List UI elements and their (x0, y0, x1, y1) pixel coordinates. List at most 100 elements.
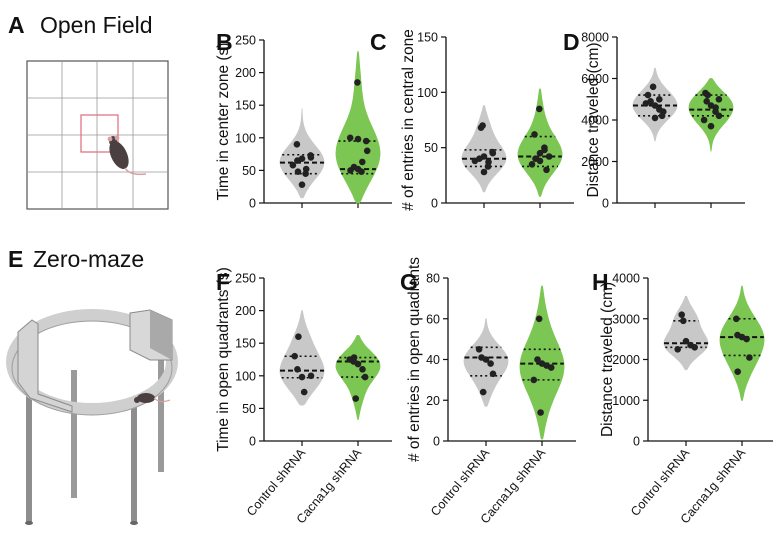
panel-letter-f: F (216, 269, 230, 295)
data-point (704, 91, 711, 99)
panel-letter-b: B (216, 29, 233, 55)
data-point (700, 116, 708, 124)
data-point (480, 168, 488, 176)
data-point (528, 161, 536, 168)
y-tick-label: 1000 (612, 394, 640, 408)
data-point (298, 181, 306, 188)
chart-panel-g: G# of entries in open quadrants 0 20 40 60 80… (400, 257, 576, 526)
data-point (298, 373, 306, 381)
data-point (354, 360, 362, 368)
data-point (354, 79, 361, 86)
data-point (352, 395, 360, 402)
y-tick-label: 4000 (581, 114, 609, 128)
y-tick-label: 4000 (612, 272, 640, 286)
category-label: Control shRNA (244, 445, 309, 518)
data-point (359, 158, 366, 166)
data-point (535, 315, 543, 323)
y-tick-label: 0 (602, 197, 609, 211)
y-axis-label: # of entries in open quadrants (406, 257, 423, 462)
data-point (541, 146, 548, 154)
y-tick-label: 150 (417, 31, 438, 45)
violin-series-1 (663, 295, 709, 371)
data-point (294, 168, 302, 175)
data-point (536, 105, 543, 113)
data-point (712, 108, 719, 115)
panel-letter-e: E (8, 246, 24, 272)
data-point (680, 317, 687, 325)
y-tick-label: 200 (235, 304, 256, 318)
data-point (350, 354, 358, 361)
y-tick-label: 20 (426, 394, 440, 408)
violin-series-2 (335, 51, 381, 204)
data-point (691, 344, 698, 351)
data-point (530, 376, 538, 384)
data-point (656, 96, 663, 103)
data-point (295, 333, 302, 341)
y-tick-label: 0 (431, 197, 438, 211)
data-point (489, 370, 497, 378)
data-point (707, 122, 715, 130)
data-point (302, 170, 309, 177)
data-point (733, 315, 740, 323)
y-axis-label: # of entries in central zone (400, 29, 417, 211)
data-point (715, 96, 723, 103)
violin-series-2 (517, 88, 563, 197)
data-point (475, 346, 483, 353)
data-point (294, 366, 301, 373)
data-point (746, 354, 753, 361)
category-label: Control shRNA (428, 445, 493, 518)
y-tick-label: 250 (235, 34, 256, 48)
data-point (537, 409, 544, 416)
data-point (487, 360, 494, 367)
data-point (743, 335, 750, 343)
data-point (354, 135, 362, 143)
panel-letter-g: G (400, 269, 418, 295)
data-point (298, 155, 306, 162)
violin-series-1 (461, 105, 507, 193)
y-tick-label: 0 (433, 435, 440, 449)
violin-series-2 (688, 78, 734, 152)
data-point (678, 311, 685, 319)
y-tick-label: 0 (249, 197, 256, 211)
data-point (482, 356, 490, 363)
data-point (651, 102, 659, 109)
y-tick-label: 100 (235, 369, 256, 383)
data-point (651, 114, 659, 122)
data-point (307, 154, 315, 161)
y-tick-label: 8000 (581, 31, 609, 45)
data-point (534, 356, 541, 363)
y-tick-label: 40 (426, 353, 440, 367)
panel-letter-c: C (370, 29, 387, 55)
data-point (479, 388, 487, 396)
data-point (660, 108, 667, 115)
panel-title-zero-maze: Zero-maze (33, 246, 145, 272)
data-point (293, 141, 301, 148)
data-point (543, 166, 550, 174)
data-point (682, 337, 690, 345)
violin-series-1 (279, 310, 325, 406)
panel-title-open-field: Open Field (40, 12, 153, 38)
data-point (674, 346, 681, 353)
y-tick-label: 60 (426, 312, 440, 326)
data-point (362, 137, 370, 145)
panel-letter-h: H (592, 269, 609, 295)
data-point (644, 91, 652, 99)
data-point (703, 98, 710, 105)
y-tick-label: 150 (235, 99, 256, 113)
data-point (289, 161, 297, 169)
y-tick-label: 0 (249, 435, 256, 449)
data-point (359, 366, 366, 373)
chart-panel-c: C # of entries in central zone 0 50 100 150 (370, 29, 574, 211)
data-point (545, 153, 553, 160)
y-axis-label: Time in open quadrants (s) (215, 267, 232, 452)
open-field-arena-icon (26, 60, 169, 210)
data-point (300, 388, 308, 396)
panel-letter-d: D (563, 29, 580, 55)
y-axis-label: Distance traveled (cm) (585, 42, 602, 197)
y-axis-label: Distance traveled (cm) (599, 282, 616, 437)
violin-series-1 (279, 108, 325, 199)
y-tick-label: 100 (235, 131, 256, 145)
